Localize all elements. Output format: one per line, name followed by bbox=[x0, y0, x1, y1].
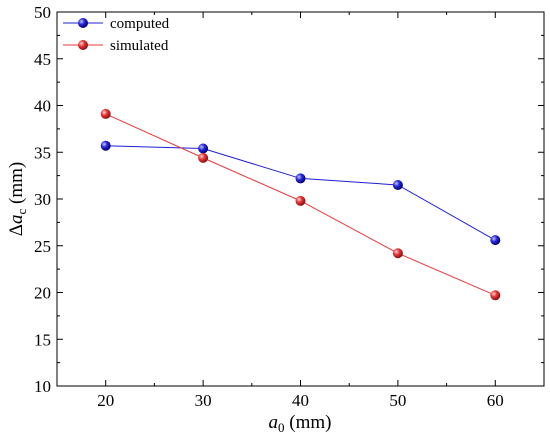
legend-marker-computed bbox=[78, 18, 88, 28]
x-axis-label-unit: (mm) bbox=[285, 412, 332, 433]
y-tick-label: 40 bbox=[34, 97, 51, 116]
x-tick-label: 60 bbox=[487, 391, 504, 410]
series-line-computed bbox=[105, 145, 496, 241]
data-point-simulated bbox=[295, 195, 306, 206]
data-point-simulated bbox=[100, 108, 111, 119]
x-axis: 20 30 40 50 60 bbox=[56, 12, 545, 410]
x-axis-label-sub: 0 bbox=[278, 420, 285, 435]
x-tick-label: 40 bbox=[292, 391, 309, 410]
data-point-computed bbox=[392, 179, 403, 190]
y-axis-label-prefix: Δ bbox=[6, 224, 27, 236]
legend: computed simulated bbox=[63, 16, 170, 54]
y-tick-label: 30 bbox=[34, 190, 51, 209]
y-tick-label: 25 bbox=[34, 237, 51, 256]
series-layer bbox=[100, 108, 501, 301]
x-tick-label: 30 bbox=[195, 391, 212, 410]
y-axis-label-sub: c bbox=[14, 209, 29, 215]
data-point-simulated bbox=[392, 248, 403, 259]
y-tick-label: 35 bbox=[34, 143, 51, 162]
legend-label-computed: computed bbox=[110, 16, 170, 32]
data-point-simulated bbox=[198, 152, 209, 163]
y-tick-label: 45 bbox=[34, 50, 51, 69]
y-tick-label: 10 bbox=[34, 377, 51, 396]
data-point-computed bbox=[490, 235, 501, 246]
y-tick-label: 50 bbox=[34, 3, 51, 22]
y-axis-label-main: a bbox=[6, 215, 27, 225]
y-tick-label: 15 bbox=[34, 330, 51, 349]
legend-label-simulated: simulated bbox=[110, 38, 169, 54]
data-point-computed bbox=[198, 143, 209, 154]
y-axis-label: Δac (mm) bbox=[6, 162, 29, 236]
data-point-simulated bbox=[490, 290, 501, 301]
x-axis-label: a0 (mm) bbox=[269, 412, 332, 435]
y-axis-label-unit: (mm) bbox=[6, 162, 27, 209]
legend-marker-simulated bbox=[78, 40, 88, 50]
y-tick-label: 20 bbox=[34, 284, 51, 303]
y-axis: 10 15 20 25 30 35 40 45 50 bbox=[34, 3, 544, 396]
x-tick-label: 50 bbox=[389, 391, 406, 410]
data-point-computed bbox=[295, 173, 306, 184]
x-tick-label: 20 bbox=[97, 391, 114, 410]
x-axis-label-main: a bbox=[269, 412, 279, 433]
data-point-computed bbox=[100, 140, 111, 151]
